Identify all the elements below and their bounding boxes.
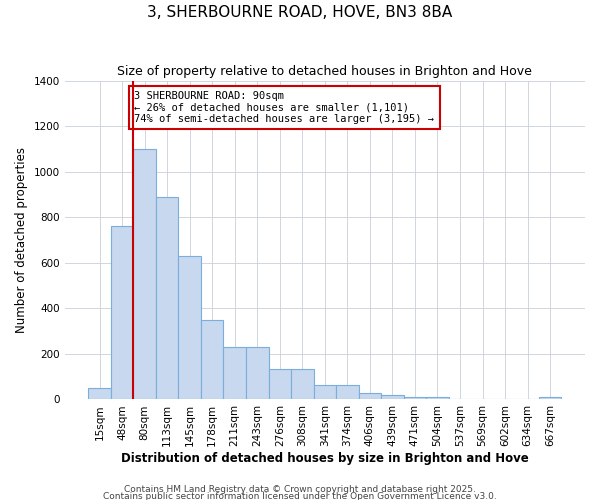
Bar <box>111 226 133 400</box>
Text: 3, SHERBOURNE ROAD, HOVE, BN3 8BA: 3, SHERBOURNE ROAD, HOVE, BN3 8BA <box>148 5 452 20</box>
Bar <box>201 320 223 400</box>
Bar <box>156 196 178 400</box>
Text: Contains public sector information licensed under the Open Government Licence v3: Contains public sector information licen… <box>103 492 497 500</box>
Bar <box>178 256 201 400</box>
Bar <box>133 149 156 400</box>
Bar <box>88 388 111 400</box>
Text: Contains HM Land Registry data © Crown copyright and database right 2025.: Contains HM Land Registry data © Crown c… <box>124 486 476 494</box>
Bar <box>223 346 246 400</box>
Bar <box>269 368 291 400</box>
Bar <box>291 368 314 400</box>
Bar <box>539 397 562 400</box>
Text: 3 SHERBOURNE ROAD: 90sqm
← 26% of detached houses are smaller (1,101)
74% of sem: 3 SHERBOURNE ROAD: 90sqm ← 26% of detach… <box>134 91 434 124</box>
Bar <box>246 346 269 400</box>
Bar <box>381 396 404 400</box>
Y-axis label: Number of detached properties: Number of detached properties <box>15 147 28 333</box>
X-axis label: Distribution of detached houses by size in Brighton and Hove: Distribution of detached houses by size … <box>121 452 529 465</box>
Bar <box>314 384 336 400</box>
Bar <box>426 397 449 400</box>
Bar <box>404 397 426 400</box>
Title: Size of property relative to detached houses in Brighton and Hove: Size of property relative to detached ho… <box>118 65 532 78</box>
Bar <box>359 392 381 400</box>
Bar <box>336 384 359 400</box>
